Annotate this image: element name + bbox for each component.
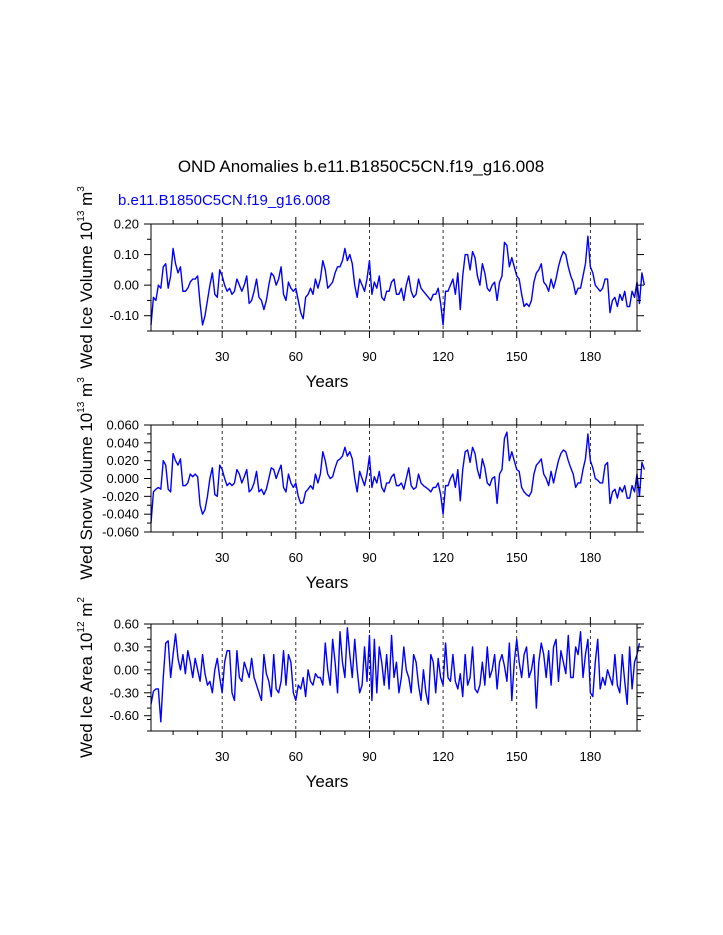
y-axis-label-exponent: 12 <box>76 621 87 633</box>
y-axis-label-unit: m <box>77 192 96 211</box>
y-tick-label: 0.000 <box>106 471 139 486</box>
y-tick-label: 0.10 <box>114 247 139 262</box>
y-tick-label: -0.30 <box>109 685 139 700</box>
y-tick-label: 0.020 <box>106 453 139 468</box>
x-tick-label: 150 <box>506 349 528 364</box>
data-series-line <box>150 431 646 524</box>
y-axis-label-text: Wed Ice Area 10 <box>77 633 96 758</box>
x-tick-label: 180 <box>580 550 602 565</box>
plot-frame <box>150 424 638 533</box>
y-tick-label: -0.60 <box>109 708 139 723</box>
y-tick-label: 0.30 <box>114 639 139 654</box>
x-tick-label: 180 <box>580 749 602 764</box>
chart-panel-2: 30 60 90 120 150 180 0.060 0.040 0.020 0.000 -0.02… <box>76 377 646 592</box>
y-axis-label-unit-exponent: 3 <box>76 186 87 192</box>
x-tick-label: 120 <box>432 550 454 565</box>
x-axis-label: Years <box>306 372 349 391</box>
y-tick-label: 0.20 <box>114 217 139 232</box>
y-axis-label-unit: m <box>77 383 96 402</box>
y-axis-label-unit-exponent: 3 <box>76 377 87 383</box>
x-tick-label: 120 <box>432 749 454 764</box>
x-tick-label: 90 <box>362 550 376 565</box>
chart-panel-3: 30 60 90 120 150 180 0.60 0.30 0.00 -0.30 -0.60 Yea… <box>76 597 644 791</box>
x-tick-label: 30 <box>215 550 229 565</box>
y-axis-label-exponent: 13 <box>76 401 87 413</box>
y-axis-label: Wed Ice Volume 1013 m3 <box>76 186 96 369</box>
x-axis-label: Years <box>306 573 349 592</box>
x-tick-label: 60 <box>289 349 303 364</box>
x-tick-label: 150 <box>506 749 528 764</box>
y-tick-label: 0.60 <box>114 617 139 632</box>
y-axis-label-text: Wed Snow Volume 10 <box>77 413 96 580</box>
x-tick-label: 60 <box>289 550 303 565</box>
y-tick-label: -0.060 <box>102 525 139 540</box>
y-axis-label: Wed Ice Area 1012 m2 <box>76 597 96 758</box>
y-tick-label: -0.040 <box>102 507 139 522</box>
y-tick-label: 0.060 <box>106 418 139 433</box>
x-tick-label: 150 <box>506 550 528 565</box>
chart-panels: 30 60 90 120 150 180 0.20 0.10 0.00 -0.10 Years Wed… <box>76 186 646 791</box>
y-tick-label: -0.020 <box>102 489 139 504</box>
x-tick-label: 180 <box>580 349 602 364</box>
x-tick-label: 30 <box>215 749 229 764</box>
data-series-line <box>150 235 646 326</box>
y-axis-label-text: Wed Ice Volume 10 <box>77 222 96 369</box>
figure-title: OND Anomalies b.e11.B1850C5CN.f19_g16.00… <box>178 157 544 176</box>
x-tick-label: 60 <box>289 749 303 764</box>
chart-panel-1: 30 60 90 120 150 180 0.20 0.10 0.00 -0.10 Years Wed… <box>76 186 646 391</box>
x-tick-label: 90 <box>362 749 376 764</box>
x-tick-label: 120 <box>432 349 454 364</box>
y-tick-label: 0.00 <box>114 278 139 293</box>
case-label: b.e11.B1850C5CN.f19_g16.008 <box>118 192 330 209</box>
y-axis-label-unit: m <box>77 603 96 622</box>
y-tick-label: -0.10 <box>109 308 139 323</box>
x-tick-label: 30 <box>215 349 229 364</box>
y-tick-label: 0.040 <box>106 435 139 450</box>
x-axis-label: Years <box>306 772 349 791</box>
y-tick-label: 0.00 <box>114 662 139 677</box>
y-axis-label-unit-exponent: 2 <box>76 597 87 603</box>
y-axis-label-exponent: 13 <box>76 210 87 222</box>
y-axis-label: Wed Snow Volume 1013 m3 <box>76 377 96 580</box>
x-tick-label: 90 <box>362 349 376 364</box>
data-series-line <box>150 627 641 723</box>
plot-frame <box>150 223 638 332</box>
